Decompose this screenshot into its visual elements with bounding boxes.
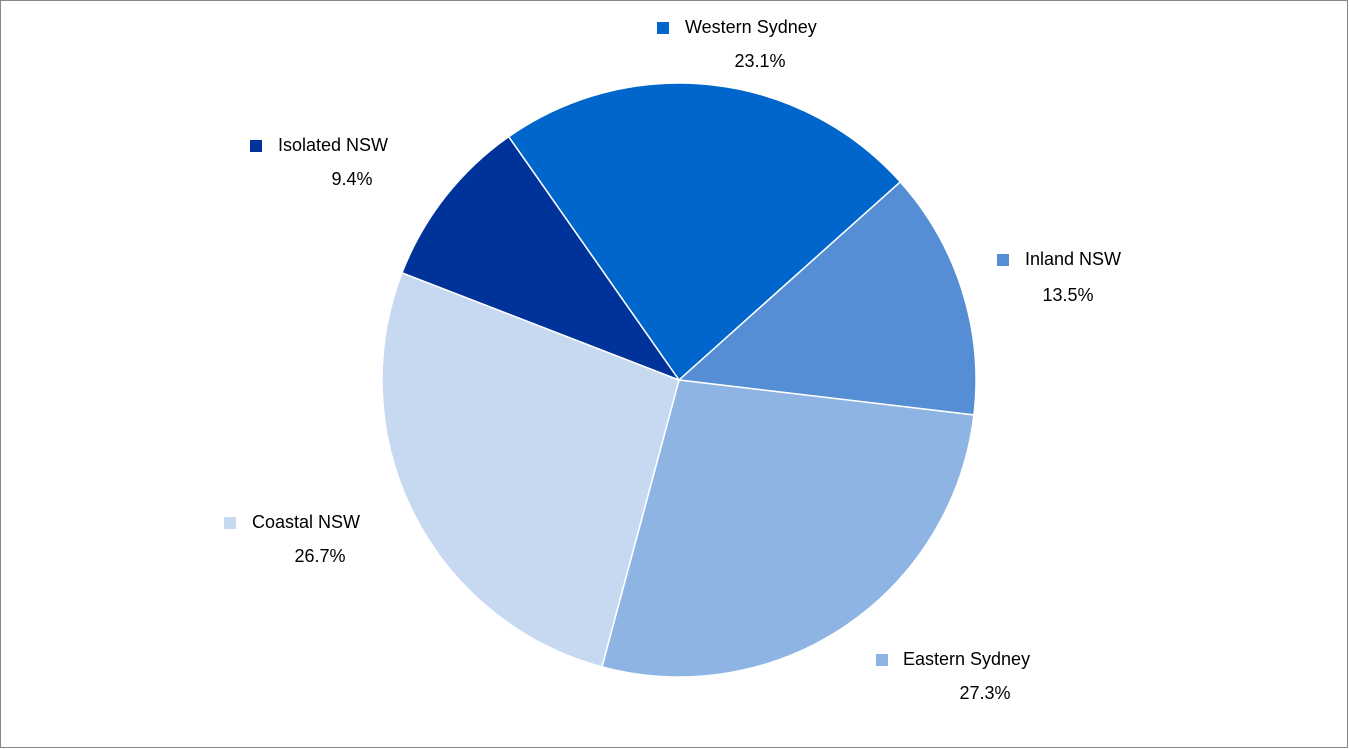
pie-slice	[507, 82, 902, 382]
value-label: 27.3%	[959, 683, 1010, 703]
slice-label: Western Sydney	[685, 17, 817, 37]
value-label: 9.4%	[331, 169, 372, 189]
legend-key	[657, 22, 669, 34]
legend-key	[224, 517, 236, 529]
pie-slice	[677, 180, 977, 416]
legend-key	[997, 254, 1009, 266]
legend-key	[876, 654, 888, 666]
slice-label: Isolated NSW	[278, 135, 388, 155]
value-label: 13.5%	[1042, 285, 1093, 305]
value-label: 23.1%	[734, 51, 785, 71]
value-label: 26.7%	[294, 546, 345, 566]
pie-slice	[601, 379, 975, 678]
slice-label: Inland NSW	[1025, 249, 1121, 269]
slice-label: Eastern Sydney	[903, 649, 1030, 669]
pie-slice	[401, 135, 682, 382]
slice-label: Coastal NSW	[252, 512, 360, 532]
pie-slice	[381, 271, 680, 668]
legend-key	[250, 140, 262, 152]
